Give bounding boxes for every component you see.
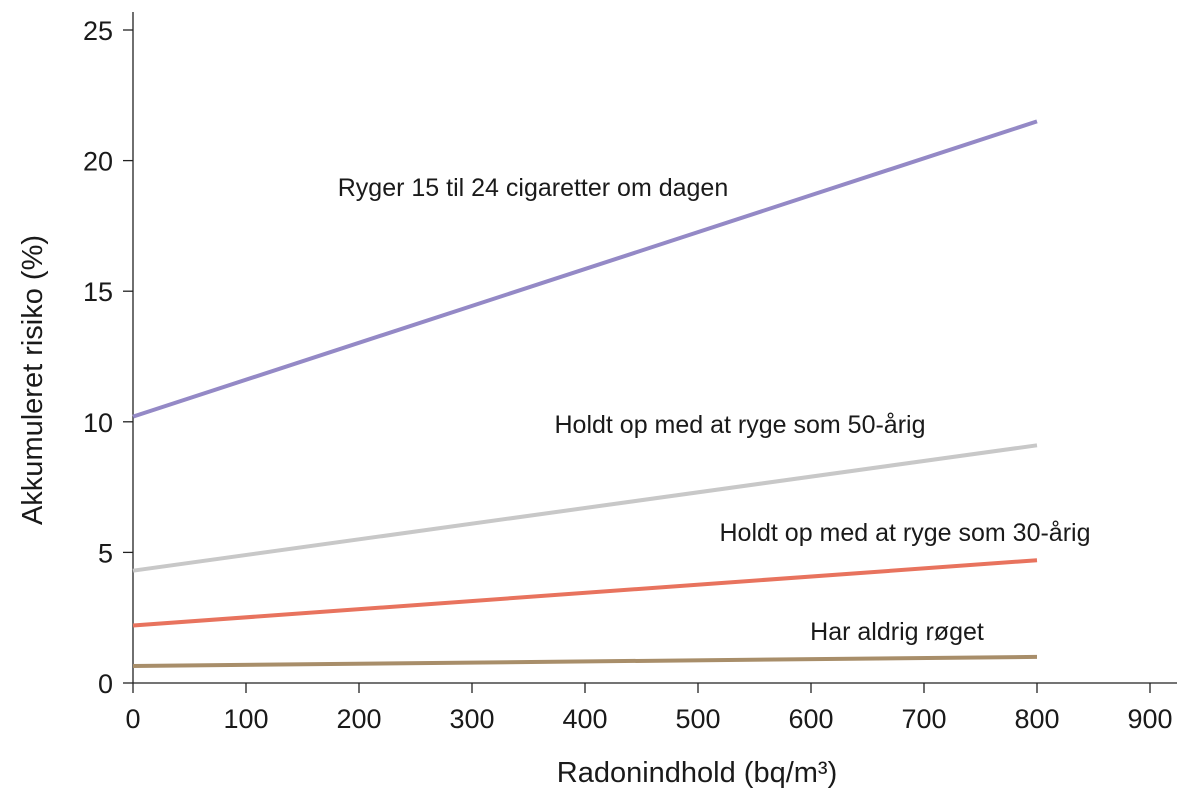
series-line-2 [133, 445, 1037, 570]
x-tick-label: 900 [1127, 704, 1172, 734]
x-tick-label: 400 [562, 704, 607, 734]
y-tick-label: 15 [83, 277, 113, 307]
series-line-3 [133, 560, 1037, 625]
x-tick-label: 700 [901, 704, 946, 734]
axes [133, 12, 1177, 683]
series-label-1: Ryger 15 til 24 cigaretter om dagen [338, 174, 729, 202]
x-axis-title: Radonindhold (bq/m³) [557, 757, 837, 789]
series-label-2: Holdt op med at ryge som 50-årig [554, 411, 925, 439]
x-tick-label: 300 [449, 704, 494, 734]
y-tick-label: 25 [83, 16, 113, 46]
series-line-1 [133, 121, 1037, 416]
x-tick-label: 500 [675, 704, 720, 734]
y-tick-label: 10 [83, 408, 113, 438]
series-labels: Ryger 15 til 24 cigaretter om dagen Holdt… [338, 174, 1091, 646]
series-layer [133, 121, 1037, 666]
series-label-3: Holdt op med at ryge som 30-årig [719, 519, 1090, 547]
y-tick-label: 5 [98, 538, 113, 568]
x-tick-label: 100 [223, 704, 268, 734]
y-axis-title: Akkumuleret risiko (%) [17, 235, 49, 525]
y-tick-label: 0 [98, 669, 113, 699]
x-tick-label: 200 [336, 704, 381, 734]
x-tick-label: 0 [125, 704, 140, 734]
x-ticks: 0 100 200 300 400 500 600 700 800 900 [125, 683, 1172, 734]
y-tick-label: 20 [83, 147, 113, 177]
y-ticks: 0 5 10 15 20 25 [83, 16, 133, 699]
series-label-4: Har aldrig røget [810, 618, 984, 646]
series-line-4 [133, 657, 1037, 666]
x-tick-label: 600 [788, 704, 833, 734]
x-tick-label: 800 [1014, 704, 1059, 734]
